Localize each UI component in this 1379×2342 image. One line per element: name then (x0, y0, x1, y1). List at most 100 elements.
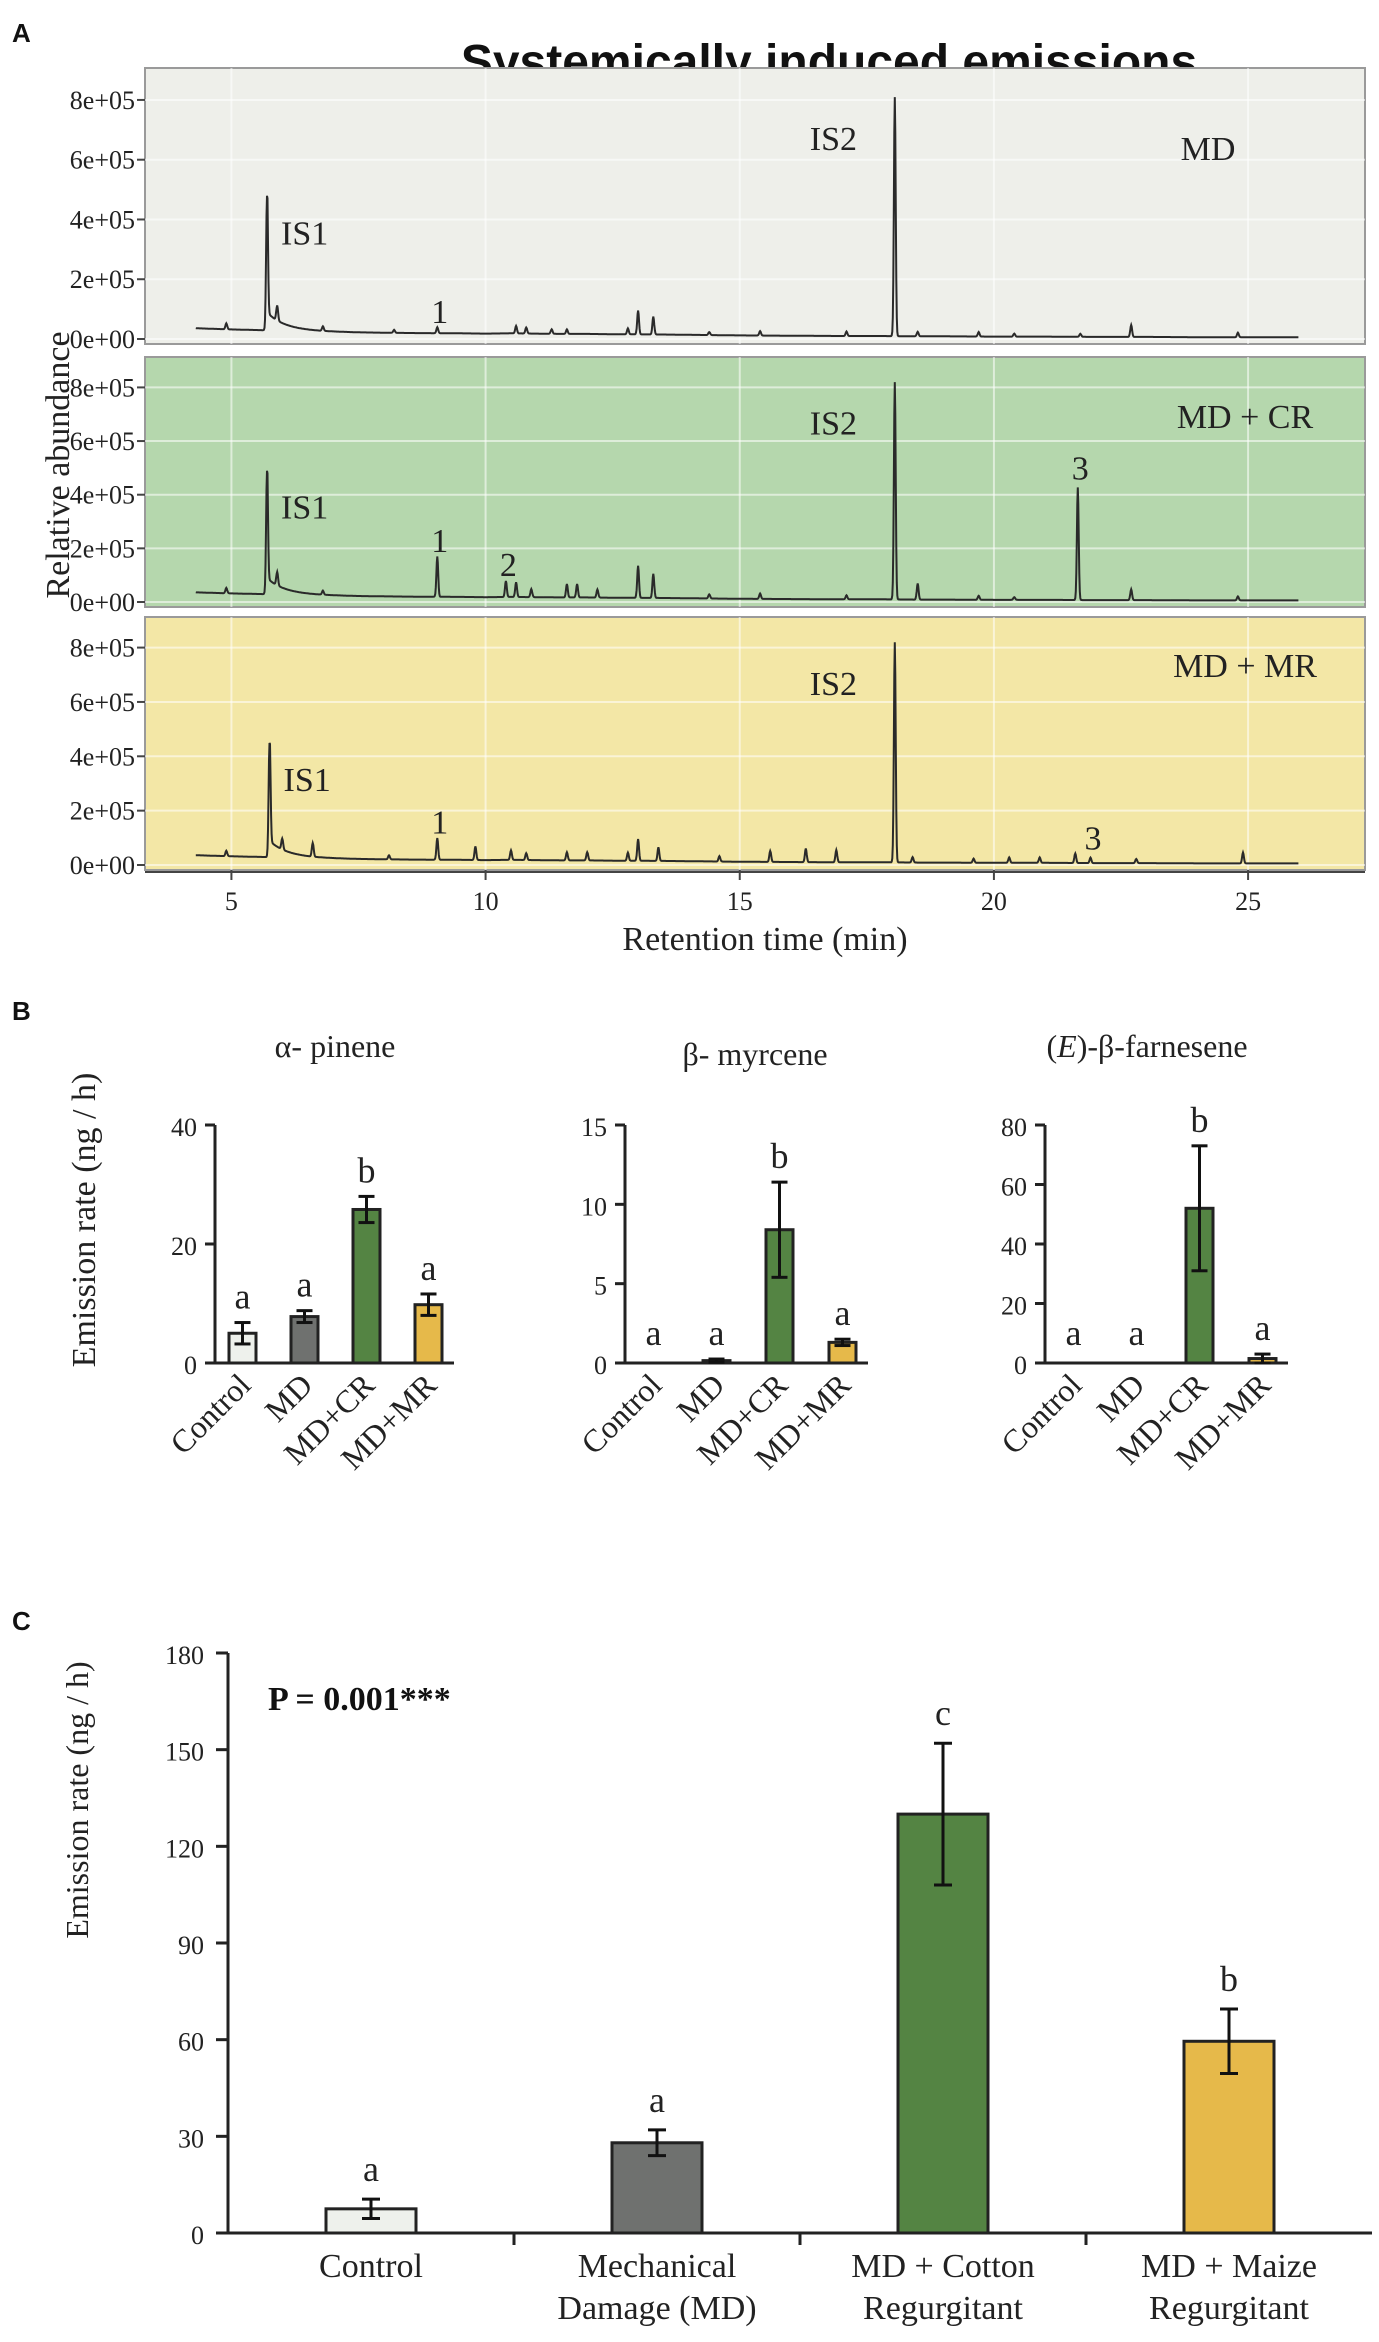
significance-letter: a (421, 1248, 437, 1288)
significance-letter: b (771, 1136, 789, 1176)
farnesene-title-rest: )-β-farnesene (1077, 1028, 1248, 1064)
chromatogram-y-label: Relative abundance (40, 331, 77, 598)
beta-myrcene-title: β- myrcene (682, 1036, 827, 1072)
y-tick-label: 6e+05 (70, 688, 135, 717)
x-tick-label: 5 (225, 887, 238, 916)
y-tick-label: 0 (191, 2221, 204, 2250)
y-tick-label: 20 (171, 1232, 197, 1261)
panel-b-y-label: Emission rate (ng / h) (66, 1073, 103, 1368)
facet-md-mr: 0e+00 2e+05 4e+05 6e+05 8e+05 IS1 1 IS2 3 MD + MR (70, 616, 1366, 880)
x-tick-label-mechanical-damage-md-line1: Mechanical (578, 2248, 737, 2285)
y-tick-label: 40 (1001, 1232, 1027, 1261)
x-tick-label-md-maize-regurgitant-line2: Regurgitant (1149, 2290, 1309, 2327)
x-tick-label: 10 (473, 887, 499, 916)
y-tick-label: 4e+05 (70, 481, 135, 510)
peak-label-1: 1 (431, 804, 448, 841)
significance-letter: a (1255, 1308, 1271, 1348)
x-tick-label-control: Control (994, 1366, 1089, 1461)
y-tick-label: 2e+05 (70, 534, 135, 563)
x-tick-label-mechanical-damage-md-line2: Damage (MD) (557, 2290, 756, 2327)
peak-label-is1: IS1 (284, 762, 331, 799)
significance-letter: a (835, 1293, 851, 1333)
significance-letter: b (1191, 1100, 1209, 1140)
y-tick-label: 150 (165, 1738, 204, 1767)
chromatogram-trace (195, 382, 1299, 602)
y-tick-label: 60 (1001, 1173, 1027, 1202)
y-tick-label: 10 (581, 1192, 607, 1221)
y-tick-label: 0e+00 (70, 588, 135, 617)
x-tick-label: 25 (1235, 887, 1261, 916)
peak-label-3: 3 (1072, 450, 1089, 487)
farnesene-title-e: E (1056, 1028, 1077, 1064)
facet-md: 0e+00 2e+05 4e+05 6e+05 8e+05 IS1 1 IS2 MD (70, 67, 1366, 354)
facet-label: MD + MR (1173, 648, 1317, 685)
farnesene-title: (E)-β-farnesene (1046, 1028, 1247, 1064)
x-tick-label-md-cotton-regurgitant-line1: MD + Cotton (851, 2248, 1035, 2285)
x-tick-label: 20 (981, 887, 1007, 916)
p-value-annotation: P = 0.001*** (268, 1681, 451, 1718)
y-tick-label: 0e+00 (70, 851, 135, 880)
peak-label-is1: IS1 (281, 490, 328, 527)
peak-label-is2: IS2 (810, 406, 857, 443)
y-tick-label: 4e+05 (70, 205, 135, 234)
x-tick-label-control: Control (574, 1366, 669, 1461)
y-tick-label: 15 (581, 1113, 607, 1142)
significance-letter: a (646, 1313, 662, 1353)
alpha-pinene-title: α- pinene (275, 1028, 396, 1064)
y-tick-label: 8e+05 (70, 634, 135, 663)
chromatogram-panel: Systemically induced emissions Relative … (40, 36, 1366, 958)
y-tick-label: 0 (1014, 1351, 1027, 1380)
x-tick-label: 15 (727, 887, 753, 916)
y-tick-label: 6e+05 (70, 146, 135, 175)
x-tick-label-control: Control (163, 1366, 258, 1461)
y-tick-label: 0 (184, 1351, 197, 1380)
peak-label-3: 3 (1085, 821, 1102, 858)
total-emission-chart: 0 30 60 90 120 150 180 a Control a Mechanical Damag… (165, 1641, 1372, 2327)
y-tick-label: 180 (165, 1641, 204, 1670)
y-tick-label: 120 (165, 1834, 204, 1863)
y-tick-label: 90 (178, 1931, 204, 1960)
significance-letter: a (709, 1313, 725, 1353)
bar-md-cr (1184, 1206, 1215, 1365)
y-tick-label: 4e+05 (70, 742, 135, 771)
panel-c-y-label: Emission rate (ng / h) (59, 1661, 95, 1938)
facet-label: MD + CR (1177, 399, 1314, 436)
y-tick-label: 80 (1001, 1113, 1027, 1142)
y-tick-label: 0e+00 (70, 325, 135, 354)
significance-letter: a (1129, 1313, 1145, 1353)
y-tick-label: 5 (594, 1272, 607, 1301)
significance-letter: b (1220, 1959, 1238, 1999)
peak-label-is2: IS2 (810, 121, 857, 158)
bar-md (289, 1315, 320, 1365)
x-tick-label-md-cotton-regurgitant-line2: Regurgitant (863, 2290, 1023, 2327)
significance-letter: a (235, 1277, 251, 1317)
significance-letter: a (1066, 1313, 1082, 1353)
bar-md-cr (351, 1207, 382, 1365)
peak-label-1: 1 (431, 294, 448, 331)
significance-letter: b (358, 1150, 376, 1190)
significance-letter: a (649, 2080, 665, 2120)
panel-letter-b: B (12, 996, 31, 1026)
farnesene-title-open: ( (1046, 1028, 1057, 1064)
panel-letter-a: A (12, 18, 31, 48)
total-emission-panel: Emission rate (ng / h) P = 0.001*** 0 30 6… (59, 1641, 1372, 2327)
significance-letter: c (935, 1693, 951, 1733)
y-tick-label: 0 (594, 1351, 607, 1380)
y-tick-label: 40 (171, 1113, 197, 1142)
chromatogram-trace (195, 97, 1299, 339)
y-tick-label: 8e+05 (70, 373, 135, 402)
y-tick-label: 8e+05 (70, 86, 135, 115)
y-tick-label: 2e+05 (70, 797, 135, 826)
x-tick-label-md-maize-regurgitant-line1: MD + Maize (1141, 2248, 1317, 2285)
facet-background (144, 616, 1366, 871)
peak-label-2: 2 (500, 547, 517, 584)
facet-md-cr: 0e+00 2e+05 4e+05 6e+05 8e+05 IS1 1 2 IS2 3 MD + C… (70, 356, 1366, 617)
facet-label: MD (1181, 131, 1236, 168)
chromatogram-x-label: Retention time (min) (622, 921, 907, 958)
compound-bar-panel: Emission rate (ng / h) α- pinene 02040aC… (66, 1028, 1288, 1476)
y-tick-label: 2e+05 (70, 265, 135, 294)
y-tick-label: 60 (178, 2028, 204, 2057)
